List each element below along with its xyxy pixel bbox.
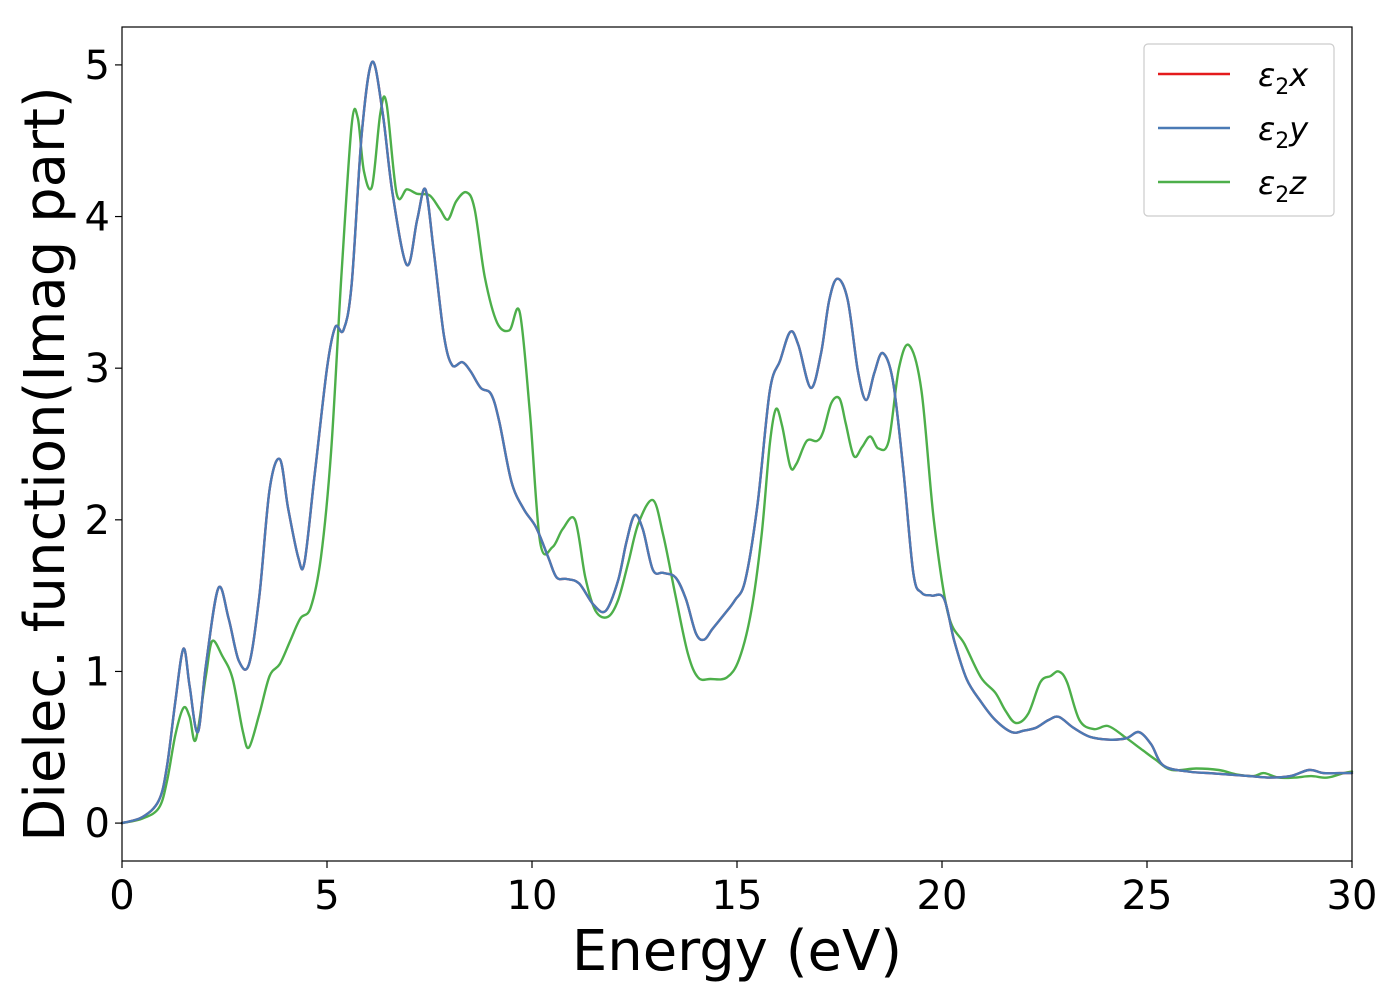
y-tick-label: 0: [85, 801, 110, 847]
x-axis-ticks: 0 5 10 15 20 25 30: [109, 861, 1377, 919]
legend-entry-x: ε2x: [1158, 56, 1309, 100]
y-axis-label: Dielec. function(Imag part): [13, 86, 78, 842]
x-tick-label: 0: [109, 873, 134, 919]
legend-label: ε2z: [1258, 164, 1307, 208]
legend-entry-z: ε2z: [1158, 164, 1307, 208]
series-line-z: [120, 95, 1354, 825]
y-tick-label: 5: [85, 43, 110, 89]
y-tick-label: 3: [85, 346, 110, 392]
legend: ε2x ε2y ε2z: [1143, 43, 1335, 217]
x-tick-label: 20: [917, 873, 968, 919]
legend-label: ε2y: [1258, 110, 1309, 154]
y-tick-label: 2: [85, 498, 110, 544]
y-axis-ticks: 0 1 2 3 4 5: [85, 43, 122, 847]
y-tick-label: 1: [85, 649, 110, 695]
x-tick-label: 30: [1327, 873, 1378, 919]
x-axis-label: Energy (eV): [572, 919, 902, 984]
x-tick-label: 15: [712, 873, 763, 919]
legend-label: ε2x: [1258, 56, 1309, 100]
legend-entry-y: ε2y: [1158, 110, 1309, 154]
y-tick-label: 4: [85, 195, 110, 241]
legend-frame: [1143, 43, 1335, 217]
x-tick-label: 25: [1122, 873, 1173, 919]
series-layer: [120, 60, 1354, 825]
x-tick-label: 5: [314, 873, 339, 919]
x-tick-label: 10: [507, 873, 558, 919]
series-line-y: [120, 60, 1354, 825]
